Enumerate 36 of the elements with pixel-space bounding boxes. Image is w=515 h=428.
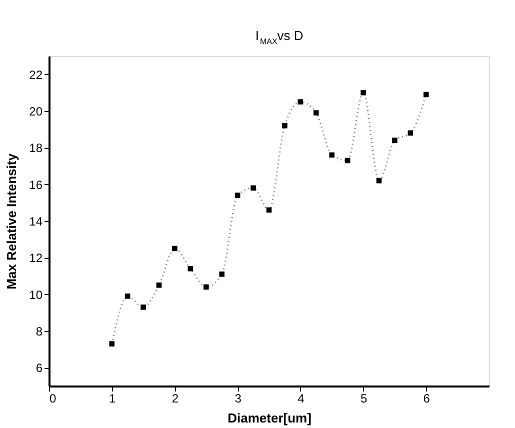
point (109, 341, 115, 346)
y-tick-label: 14 (29, 214, 43, 228)
point (313, 110, 319, 116)
y-tick-label: 8 (36, 324, 43, 338)
y-tick-label: 6 (36, 361, 43, 376)
point (172, 246, 178, 252)
x-tick-label: 5 (360, 392, 368, 406)
point (234, 192, 240, 198)
y-tick-label: 18 (29, 141, 43, 156)
y-tick-label: 16 (29, 178, 43, 192)
x-tick-label: 4 (298, 392, 305, 406)
x-tick-label: 2 (172, 392, 179, 406)
point (360, 90, 366, 96)
point (140, 304, 146, 310)
point (298, 99, 304, 104)
point (329, 152, 335, 158)
point (219, 272, 225, 277)
y-axis-title: Max Relative Intensity (4, 152, 20, 290)
x-tick-label: 3 (234, 392, 242, 406)
y-tick-label: 12 (29, 251, 43, 266)
point (250, 185, 256, 191)
point (282, 123, 288, 128)
point (203, 284, 209, 290)
x-tick-label: 0 (50, 392, 56, 406)
point (392, 138, 398, 143)
x-tick-label: 1 (109, 392, 116, 406)
x-tick-label: 6 (423, 392, 430, 406)
point (124, 294, 130, 299)
point (423, 92, 429, 98)
point (156, 282, 162, 288)
y-tick-label: 20 (29, 104, 43, 118)
point (188, 266, 194, 272)
x-axis-title: Diameter[um] (228, 410, 312, 426)
y-tick-label: 22 (29, 68, 43, 82)
y-tick-label: 10 (29, 288, 43, 302)
point (376, 178, 382, 184)
